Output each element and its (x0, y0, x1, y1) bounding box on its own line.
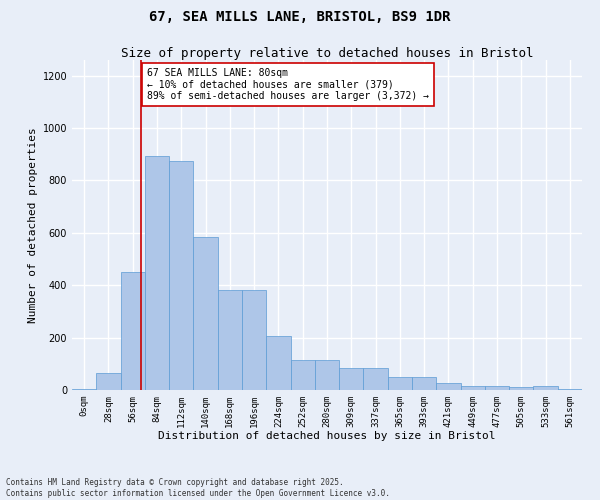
Bar (388, 377, 412, 390)
Bar (412, 377, 436, 390)
Bar (169, 161, 193, 390)
Bar (242, 290, 266, 390)
X-axis label: Distribution of detached houses by size in Bristol: Distribution of detached houses by size … (158, 432, 496, 442)
Bar (509, 388, 533, 390)
Bar (461, 386, 485, 390)
Title: Size of property relative to detached houses in Bristol: Size of property relative to detached ho… (121, 47, 533, 60)
Bar (290, 360, 315, 390)
Bar (218, 290, 242, 390)
Text: 67 SEA MILLS LANE: 80sqm
← 10% of detached houses are smaller (379)
89% of semi-: 67 SEA MILLS LANE: 80sqm ← 10% of detach… (147, 68, 429, 101)
Text: Contains HM Land Registry data © Crown copyright and database right 2025.
Contai: Contains HM Land Registry data © Crown c… (6, 478, 390, 498)
Bar (266, 336, 290, 390)
Text: 67, SEA MILLS LANE, BRISTOL, BS9 1DR: 67, SEA MILLS LANE, BRISTOL, BS9 1DR (149, 10, 451, 24)
Bar (485, 386, 509, 390)
Y-axis label: Number of detached properties: Number of detached properties (28, 127, 38, 323)
Bar (121, 272, 145, 390)
Bar (72, 388, 96, 390)
Bar (533, 386, 558, 390)
Bar (436, 384, 461, 390)
Bar (96, 373, 121, 390)
Bar (145, 156, 169, 390)
Bar (315, 360, 339, 390)
Bar (364, 368, 388, 390)
Bar (339, 368, 364, 390)
Bar (193, 237, 218, 390)
